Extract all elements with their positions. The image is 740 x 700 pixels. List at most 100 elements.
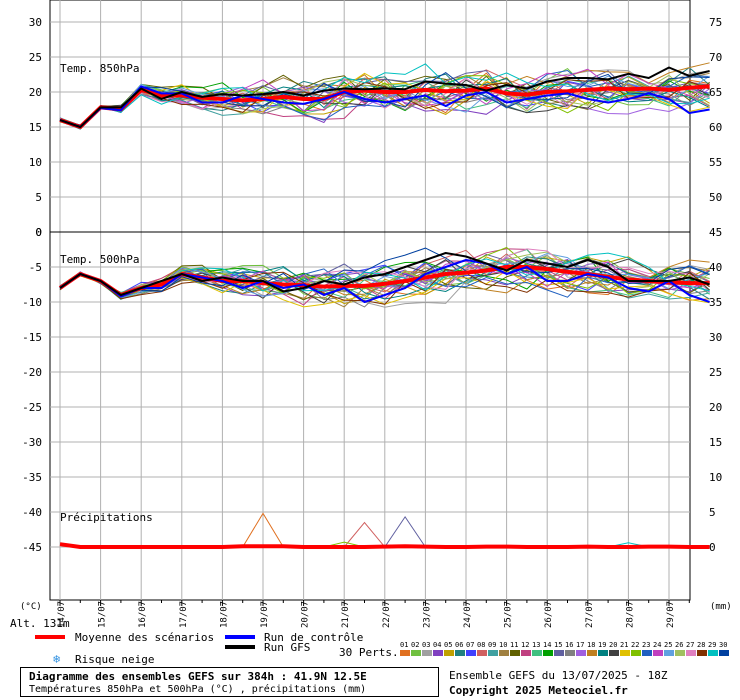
pert-swatch [686,650,696,656]
snowflake-icon: ❄ [53,652,60,666]
y-tick-850: 5 [35,191,42,204]
pert-number: 03 [422,641,430,649]
series-mean [59,542,710,549]
right-unit-label: (mm) [710,602,732,612]
y-tick-right-mid: 10 [709,471,722,484]
altitude-label: Alt. 131m [10,617,70,630]
pert-number: 16 [565,641,573,649]
pert-number: 20 [609,641,617,649]
pert-swatch [521,650,531,656]
panel-title-850: Temp. 850hPa [60,62,139,75]
pert-swatch [587,650,597,656]
x-date-label: 18/07 [219,601,229,628]
y-tick-500: -35 [22,471,42,484]
y-tick-850: 10 [29,156,42,169]
y-tick-right-mid: 5 [709,506,716,519]
x-date-label: 29/07 [666,601,676,628]
legend-gfs-label: Run GFS [264,641,310,654]
pert-swatch [609,650,619,656]
y-tick-right-top: 60 [709,121,722,134]
x-date-label: 14/07 [57,601,67,628]
perturbation-legend: 01 02 03 04 05 06 07 08 09 10 11 12 13 14 15 16 17 18 19 20… [400,641,729,656]
pert-number: 10 [499,641,507,649]
pert-swatch [411,650,421,656]
pert-swatch [422,650,432,656]
pert-number: 05 [444,641,452,649]
x-date-label: 21/07 [341,601,351,628]
y-tick-right-mid: 35 [709,296,722,309]
y-tick-right-top: 50 [709,191,722,204]
left-unit-label: (°C) [20,602,42,612]
pert-number: 21 [620,641,628,649]
pert-number: 23 [642,641,650,649]
y-tick-500: -25 [22,401,42,414]
y-tick-right-mid: 15 [709,436,722,449]
y-tick-right-mid: 25 [709,366,722,379]
y-tick-right-mid: 45 [709,226,722,239]
x-date-label: 19/07 [260,601,270,628]
x-date-label: 25/07 [504,601,514,628]
y-tick-zero: 0 [35,226,42,239]
pert-number: 18 [587,641,595,649]
series-control [59,259,710,303]
pert-swatch [664,650,674,656]
series-mean [59,84,710,129]
y-tick-right-mid: 40 [709,261,722,274]
pert-number: 27 [686,641,694,649]
y-tick-850: 25 [29,51,42,64]
pert-number: 26 [675,641,683,649]
pert-number: 24 [653,641,661,649]
series-gfs [59,252,710,296]
legend-control-label: Run de contrôle [264,631,363,644]
x-date-label: 27/07 [585,601,595,628]
y-tick-500: -45 [22,541,42,554]
run-info: Ensemble GEFS du 13/07/2025 - 18Z [449,669,668,682]
pert-number: 07 [466,641,474,649]
pert-swatch [455,650,465,656]
pert-number: 29 [708,641,716,649]
legend-mean-label: Moyenne des scénarios [75,631,214,644]
pert-swatch [631,650,641,656]
perturbation-line [59,63,710,130]
y-tick-850: 20 [29,86,42,99]
y-tick-500: -5 [29,261,42,274]
x-date-label: 20/07 [301,601,311,628]
series-gfs [59,66,710,128]
x-date-label: 16/07 [138,601,148,628]
series-lines [58,66,710,549]
footer-subtitle: Températures 850hPa et 500hPa (°C) , pré… [29,684,367,695]
pert-swatch [488,650,498,656]
pert-swatch [499,650,509,656]
pert-swatch [675,650,685,656]
precip-perturbation [242,512,284,548]
y-tick-500: -10 [22,296,42,309]
panel-title-500: Temp. 500hPa [60,253,139,266]
y-tick-right-mid: 20 [709,401,722,414]
y-tick-right-top: 70 [709,51,722,64]
pert-number: 13 [532,641,540,649]
pert-swatch [708,650,718,656]
x-date-label: 26/07 [544,601,554,628]
pert-number: 06 [455,641,463,649]
pert-swatch [510,650,520,656]
y-tick-right-top: 65 [709,86,722,99]
pert-swatch [433,650,443,656]
pert-number: 28 [697,641,705,649]
panel-title-precip: Précipitations [60,511,153,524]
y-tick-right-top: 55 [709,156,722,169]
pert-number: 30 [719,641,727,649]
pert-swatch [653,650,663,656]
pert-swatch [576,650,586,656]
pert-number: 01 [400,641,408,649]
x-date-label: 17/07 [179,601,189,628]
pert-swatch [466,650,476,656]
y-tick-right-mid: 0 [709,541,716,554]
pert-number: 11 [510,641,518,649]
perturbation-line [59,247,710,295]
pert-swatch [400,650,410,656]
pert-number: 15 [554,641,562,649]
pert-swatch [554,650,564,656]
y-tick-500: -40 [22,506,42,519]
x-date-label: 15/07 [98,601,108,628]
y-tick-500: -15 [22,331,42,344]
